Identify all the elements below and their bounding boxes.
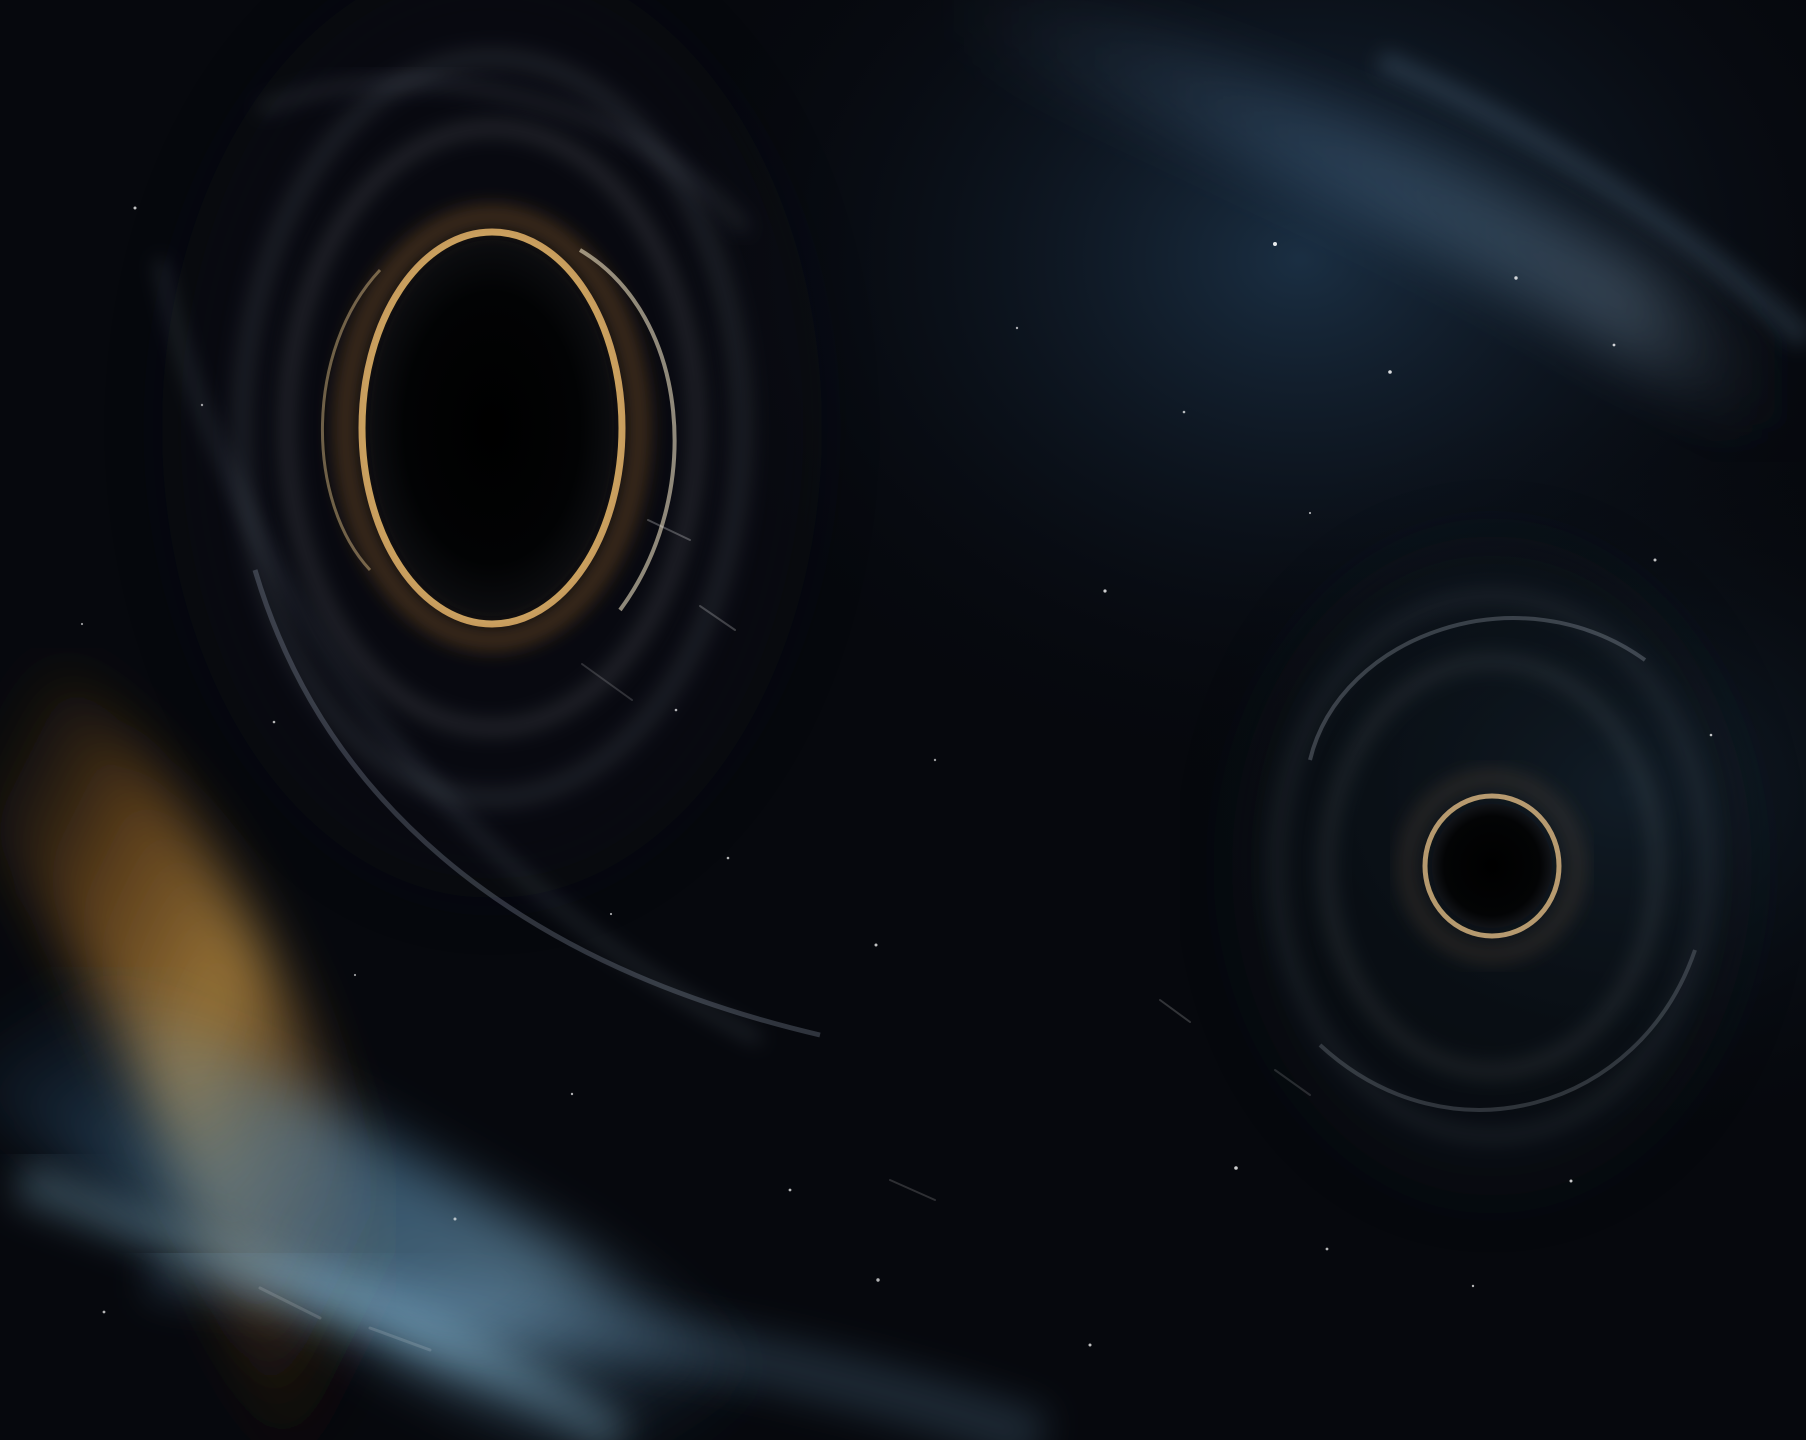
- left-warm-accretion-ring: [336, 207, 648, 649]
- star: [102, 1310, 106, 1314]
- lower-blue-arc: [147, 1242, 1050, 1440]
- right-spiral-arm-bottom: [1318, 949, 1697, 1112]
- star: [609, 912, 613, 916]
- star: [1182, 410, 1186, 414]
- star: [1273, 242, 1277, 246]
- left-bright-arc-right: [578, 248, 677, 612]
- star: [1015, 326, 1019, 330]
- upper-blue-arc-highlight: [1375, 49, 1806, 349]
- star: [80, 622, 84, 626]
- right-black-hole-core: [1432, 804, 1552, 928]
- star: [1088, 1343, 1092, 1347]
- right-black-hole-system: [1232, 536, 1752, 1196]
- left-photon-ring: [358, 228, 626, 628]
- star: [726, 856, 730, 860]
- left-black-hole-core: [370, 240, 614, 616]
- star-streak: [368, 1326, 432, 1352]
- star: [272, 720, 276, 724]
- star: [1709, 733, 1713, 737]
- star: [674, 708, 678, 712]
- star: [570, 1092, 574, 1096]
- star-field: [80, 206, 1713, 1347]
- star: [876, 1278, 880, 1282]
- star-streak: [258, 1286, 322, 1320]
- star: [1514, 276, 1518, 280]
- star: [1388, 370, 1392, 374]
- left-spiral-arm-outer: [157, 259, 762, 1043]
- star-streak: [1159, 999, 1191, 1023]
- star: [1234, 1166, 1238, 1170]
- star-streak: [647, 519, 691, 541]
- right-photon-ring: [1422, 793, 1562, 939]
- star-streak: [1274, 1069, 1311, 1096]
- left-bright-arc-left: [320, 268, 382, 572]
- left-black-hole-system: [157, 0, 822, 1043]
- right-warm-accretion-ring: [1401, 772, 1583, 960]
- right-outer-lensing-ring: [1272, 591, 1712, 1141]
- star: [1653, 558, 1657, 562]
- blue-nebula-band: [0, 935, 750, 1440]
- left-outer-lensing-ring: [233, 49, 751, 807]
- star: [453, 1217, 457, 1221]
- star: [874, 943, 878, 947]
- star: [1569, 1179, 1573, 1183]
- star-streak: [581, 663, 633, 701]
- star: [1325, 1247, 1329, 1251]
- star: [1103, 589, 1107, 593]
- star: [133, 206, 137, 210]
- star: [1471, 1284, 1475, 1288]
- right-middle-lensing-ring: [1323, 657, 1661, 1075]
- star: [933, 758, 937, 762]
- star: [200, 403, 204, 407]
- right-spiral-arm-top: [1308, 616, 1647, 761]
- star: [1308, 511, 1312, 515]
- star: [788, 1188, 792, 1192]
- star-streak: [699, 605, 736, 631]
- left-spiral-arm-lower: [252, 569, 821, 1038]
- star-streak: [889, 1179, 936, 1201]
- star: [353, 973, 357, 977]
- star-streaks: [258, 519, 1311, 1352]
- star: [1612, 343, 1616, 347]
- upper-blue-arc: [925, 0, 1806, 458]
- left-spiral-arm-top: [258, 79, 748, 232]
- left-middle-lensing-ring: [282, 123, 702, 733]
